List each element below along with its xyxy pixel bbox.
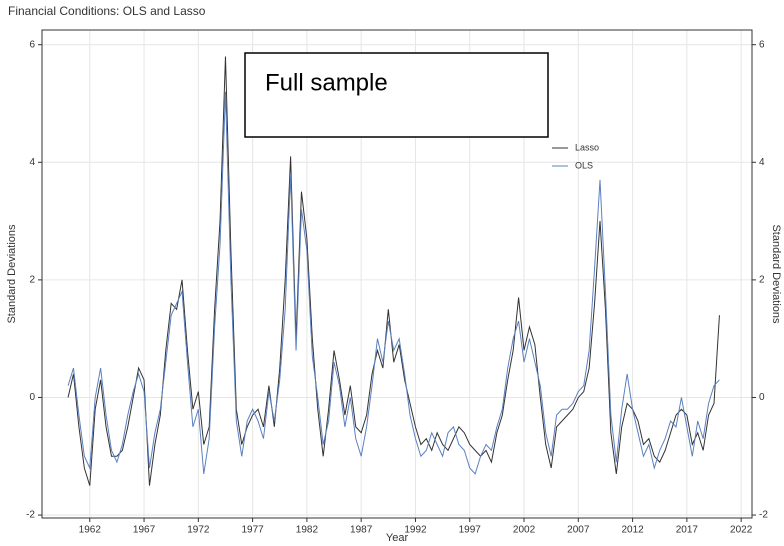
y2-axis-label: Standard Deviations: [770, 224, 782, 324]
x-tick-label: 2017: [676, 525, 699, 536]
x-tick-label: 1972: [187, 525, 210, 536]
x-axis-label: Year: [386, 532, 409, 544]
line-series: [67, 91, 720, 475]
x-tick-label: 1982: [296, 525, 319, 536]
x-tick-label: 2012: [621, 525, 644, 536]
y2-tick-label: 2: [759, 275, 765, 286]
annotation: Full sample: [265, 69, 388, 96]
y-tick-label: 4: [29, 157, 35, 168]
x-tick-label: 2022: [730, 525, 753, 536]
x-tick-label: 1967: [133, 525, 156, 536]
y-tick-label: 6: [29, 39, 35, 50]
y-tick-label: -2: [26, 510, 35, 521]
legend-label: OLS: [575, 160, 593, 170]
x-tick-label: 1977: [241, 525, 264, 536]
annotation-box: [244, 52, 549, 138]
x-tick-label: 1987: [350, 525, 373, 536]
x-tick-label: 2007: [567, 525, 590, 536]
line-series: [67, 56, 720, 486]
y2-tick-label: -2: [759, 510, 768, 521]
plot-frame: [41, 29, 753, 519]
legend-label: Lasso: [575, 142, 599, 152]
chart-title: Financial Conditions: OLS and Lasso: [8, 4, 206, 18]
y-tick-label: 0: [29, 392, 35, 403]
y-tick-label: 2: [29, 275, 35, 286]
y2-tick-label: 6: [759, 39, 765, 50]
x-tick-label: 1992: [404, 525, 427, 536]
y2-tick-label: 0: [759, 392, 765, 403]
y2-tick-label: 4: [759, 157, 765, 168]
x-tick-label: 1962: [79, 525, 102, 536]
x-tick-label: 1997: [459, 525, 482, 536]
y-axis-label: Standard Deviations: [6, 224, 18, 324]
x-tick-label: 2002: [513, 525, 536, 536]
